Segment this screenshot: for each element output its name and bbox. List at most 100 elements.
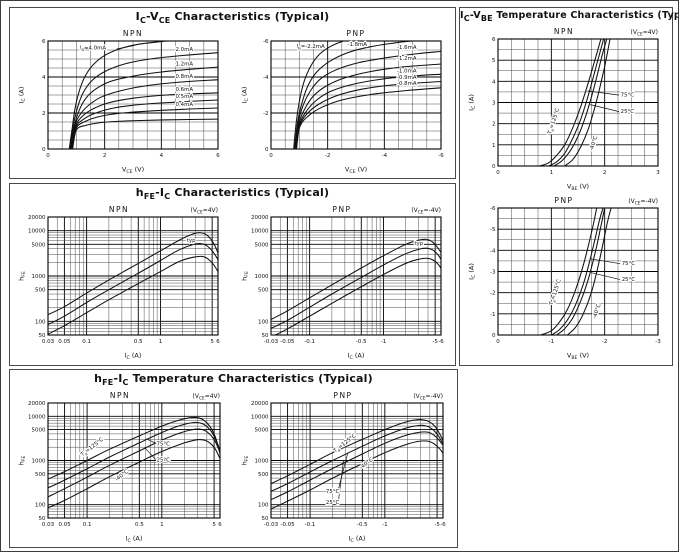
svg-text:(VCE=4V): (VCE=4V) — [191, 207, 219, 216]
svg-text:0.8mA: 0.8mA — [176, 74, 194, 80]
svg-text:PNP: PNP — [554, 196, 573, 205]
svg-text:NPN: NPN — [554, 27, 574, 36]
panel-title-hfe-ic-temp: hFE-IC Temperature Characteristics (Typi… — [94, 372, 373, 388]
svg-text:hFE: hFE — [240, 271, 250, 281]
svg-text:6: 6 — [492, 37, 496, 43]
svg-text:5: 5 — [211, 339, 215, 345]
svg-text:0.1: 0.1 — [83, 339, 92, 345]
svg-text:-6: -6 — [490, 206, 496, 212]
svg-text:-0.05: -0.05 — [281, 522, 296, 528]
svg-text:hFE: hFE — [18, 271, 28, 281]
svg-text:75°C: 75°C — [621, 92, 635, 98]
svg-text:1: 1 — [160, 522, 164, 528]
svg-text:IC (A): IC (A) — [18, 87, 28, 104]
svg-text:3: 3 — [656, 170, 660, 176]
svg-text:10000: 10000 — [251, 229, 269, 235]
panel-hfe-ic-temp: hFE-IC Temperature Characteristics (Typi… — [9, 369, 458, 548]
svg-text:2: 2 — [603, 170, 607, 176]
svg-text:2: 2 — [492, 122, 496, 128]
svg-text:100: 100 — [258, 320, 269, 326]
svg-text:-1.8mA: -1.8mA — [347, 42, 367, 48]
svg-text:PNP: PNP — [334, 391, 353, 400]
svg-text:-2: -2 — [325, 153, 330, 159]
svg-text:2: 2 — [42, 111, 46, 117]
svg-text:-0.5: -0.5 — [356, 339, 367, 345]
svg-text:1000: 1000 — [31, 459, 45, 465]
panel-ic-vbe-temp: IC-VBE Temperature Characteristics (Typi… — [459, 7, 678, 366]
svg-text:-1.0mA: -1.0mA — [397, 69, 417, 75]
svg-text:0: 0 — [496, 339, 500, 345]
svg-text:20000: 20000 — [251, 215, 269, 221]
svg-text:-0.1: -0.1 — [305, 522, 316, 528]
svg-text:100: 100 — [258, 503, 269, 509]
svg-text:VCE (V): VCE (V) — [345, 166, 367, 176]
svg-text:-0.03: -0.03 — [264, 522, 279, 528]
svg-text:-5: -5 — [490, 227, 496, 233]
svg-text:4: 4 — [160, 153, 164, 159]
svg-text:-2: -2 — [263, 111, 268, 117]
svg-text:4: 4 — [42, 75, 46, 81]
svg-text:(VCE=4V): (VCE=4V) — [192, 393, 220, 402]
svg-text:5: 5 — [212, 522, 216, 528]
svg-text:0: 0 — [492, 333, 496, 339]
svg-text:0.1: 0.1 — [82, 522, 91, 528]
svg-text:0.5: 0.5 — [135, 522, 144, 528]
svg-text:0: 0 — [269, 153, 273, 159]
svg-text:-6: -6 — [441, 522, 447, 528]
svg-text:0.05: 0.05 — [59, 339, 72, 345]
svg-text:0.5: 0.5 — [134, 339, 143, 345]
svg-text:1: 1 — [492, 143, 496, 149]
chart-npn-ic-vce: IB=4.0mA 2.0mA 1.2mA 0.8mA 0.6mA 0.5mA 0.4mA 0 2… — [15, 26, 227, 176]
svg-text:2: 2 — [103, 153, 107, 159]
svg-text:-5: -5 — [432, 339, 438, 345]
svg-text:5000: 5000 — [32, 242, 46, 248]
svg-text:IC (A): IC (A) — [468, 263, 478, 280]
svg-text:-6: -6 — [438, 339, 444, 345]
svg-text:IC (A): IC (A) — [468, 94, 478, 111]
svg-text:-0.8mA: -0.8mA — [397, 81, 417, 87]
svg-text:NPN: NPN — [109, 205, 129, 214]
svg-text:-2: -2 — [490, 291, 495, 297]
chart-row: typ 0.03 0.05 0.1 0.5 1 5 6 50 100 500 1000 5000 1000… — [10, 202, 455, 362]
svg-text:Ta=125°C: Ta=125°C — [79, 437, 105, 460]
svg-text:Ta=125°C: Ta=125°C — [332, 433, 358, 456]
svg-text:500: 500 — [35, 472, 46, 478]
svg-text:-6: -6 — [438, 153, 444, 159]
svg-text:typ: typ — [414, 241, 423, 247]
svg-text:-0.05: -0.05 — [280, 339, 295, 345]
svg-text:typ: typ — [187, 238, 196, 244]
svg-text:IC (A): IC (A) — [125, 352, 142, 362]
svg-text:6: 6 — [217, 153, 221, 159]
svg-text:-1: -1 — [549, 339, 554, 345]
svg-text:hFE: hFE — [241, 456, 251, 466]
svg-text:4: 4 — [492, 79, 496, 85]
svg-text:-0.5: -0.5 — [357, 522, 368, 528]
svg-text:100: 100 — [35, 503, 46, 509]
chart-pnp-ic-vce: IB=-2.2mA -1.8mA -1.6mA -1.2mA -1.0mA -0.9mA -… — [238, 26, 450, 176]
chart-pnp-hfe-temp: Ta=125°C 75°C 25°C -40°C -0.03 -0.05 -0.1 -0.5 -… — [238, 388, 452, 545]
svg-text:-1: -1 — [381, 339, 386, 345]
svg-text:IC (A): IC (A) — [125, 535, 142, 545]
svg-text:-40°C: -40°C — [114, 469, 130, 483]
svg-text:(VCE=-4V): (VCE=-4V) — [411, 207, 441, 216]
svg-text:PNP: PNP — [332, 205, 351, 214]
svg-text:-0.03: -0.03 — [264, 339, 279, 345]
svg-text:(VCE=-4V): (VCE=-4V) — [628, 198, 658, 207]
svg-text:(VCE=-4V): (VCE=-4V) — [414, 393, 444, 402]
svg-text:-40°C: -40°C — [359, 457, 375, 471]
svg-text:1: 1 — [159, 339, 163, 345]
chart-npn-hfe: typ 0.03 0.05 0.1 0.5 1 5 6 50 100 500 1000 5000 1000… — [15, 202, 227, 362]
svg-text:0.6mA: 0.6mA — [176, 87, 194, 93]
svg-text:20000: 20000 — [251, 401, 269, 407]
svg-text:0: 0 — [492, 164, 496, 170]
svg-text:25°C: 25°C — [326, 500, 340, 506]
svg-text:100: 100 — [35, 320, 46, 326]
svg-text:10000: 10000 — [251, 414, 269, 420]
svg-text:1.2mA: 1.2mA — [176, 61, 194, 67]
svg-text:hFE: hFE — [17, 456, 27, 466]
svg-text:-3: -3 — [490, 269, 496, 275]
svg-text:0.05: 0.05 — [58, 522, 71, 528]
svg-text:VCE (V): VCE (V) — [122, 166, 144, 176]
chart-column: Ta=125°C 75°C 25°C -40°C 0 1 2 3 0 1 2 3 4 5 6 VBE (V) I… — [460, 24, 672, 362]
svg-text:0.5mA: 0.5mA — [176, 94, 194, 100]
